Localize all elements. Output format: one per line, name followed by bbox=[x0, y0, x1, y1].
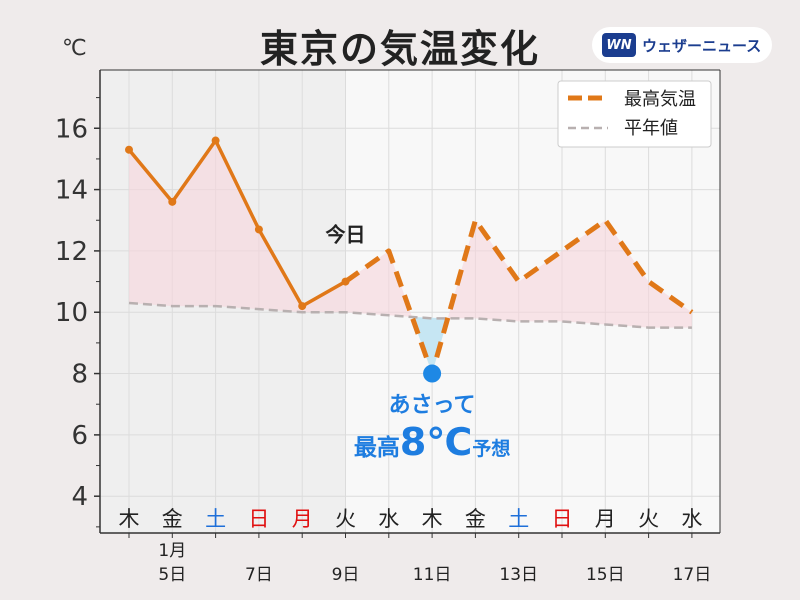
below-normal-fill bbox=[412, 316, 448, 374]
y-tick-label: 16 bbox=[55, 114, 88, 144]
y-tick-label: 8 bbox=[71, 360, 88, 390]
data-point-observed bbox=[254, 225, 263, 234]
max-temp-observed-line bbox=[127, 138, 347, 308]
forecast-highlight-point bbox=[423, 364, 442, 383]
legend-label-normal: 平年値 bbox=[624, 118, 678, 139]
weekday-label: 土 bbox=[508, 507, 529, 531]
weekday-label: 日 bbox=[552, 507, 573, 531]
today-label: 今日 bbox=[326, 223, 366, 247]
y-tick-label: 4 bbox=[71, 482, 88, 512]
forecast-callout-line2: 最高8℃予想 bbox=[354, 420, 510, 464]
weekday-label: 月 bbox=[595, 507, 616, 531]
weekday-label: 木 bbox=[119, 507, 140, 531]
legend-label-max-temp: 最高気温 bbox=[624, 89, 696, 110]
y-tick-label: 10 bbox=[55, 298, 88, 328]
weekday-label: 金 bbox=[162, 507, 183, 531]
y-tick-label: 14 bbox=[55, 176, 88, 206]
date-tick-label: 5日 bbox=[158, 565, 186, 585]
weekday-label: 木 bbox=[422, 507, 443, 531]
y-tick-label: 12 bbox=[55, 237, 88, 267]
weekday-label: 水 bbox=[681, 507, 702, 531]
normal-series-line bbox=[128, 301, 692, 329]
weekday-label: 土 bbox=[205, 507, 226, 531]
y-axis-unit: ℃ bbox=[62, 36, 87, 61]
date-tick-label: 9日 bbox=[332, 565, 360, 585]
y-tick-label: 6 bbox=[71, 421, 88, 451]
data-point-observed bbox=[125, 145, 133, 154]
date-tick-label: 7日 bbox=[245, 565, 273, 585]
data-point-observed bbox=[298, 302, 307, 311]
brand-logo-icon: WN bbox=[602, 33, 636, 57]
chart-title: 東京の気温変化 bbox=[259, 27, 540, 71]
date-tick-label: 15日 bbox=[586, 565, 625, 585]
date-tick-label: 17日 bbox=[673, 565, 712, 585]
above-normal-fill bbox=[129, 140, 692, 374]
weekday-label: 火 bbox=[638, 507, 659, 531]
weekday-label: 日 bbox=[248, 507, 269, 531]
brand-name: ウェザーニュース bbox=[642, 36, 762, 55]
date-tick-label: 13日 bbox=[499, 565, 538, 585]
data-point-observed bbox=[168, 197, 177, 206]
month-label: 1月 bbox=[158, 541, 186, 561]
date-tick-label: 11日 bbox=[413, 565, 452, 585]
weekday-label: 金 bbox=[465, 507, 486, 531]
brand-badge: WN ウェザーニュース bbox=[592, 27, 772, 63]
weekday-label: 水 bbox=[378, 507, 399, 531]
weekday-label: 月 bbox=[292, 507, 313, 531]
data-point-observed bbox=[211, 136, 220, 145]
weekday-label: 火 bbox=[335, 507, 356, 531]
forecast-callout-line1: あさって bbox=[389, 393, 476, 418]
